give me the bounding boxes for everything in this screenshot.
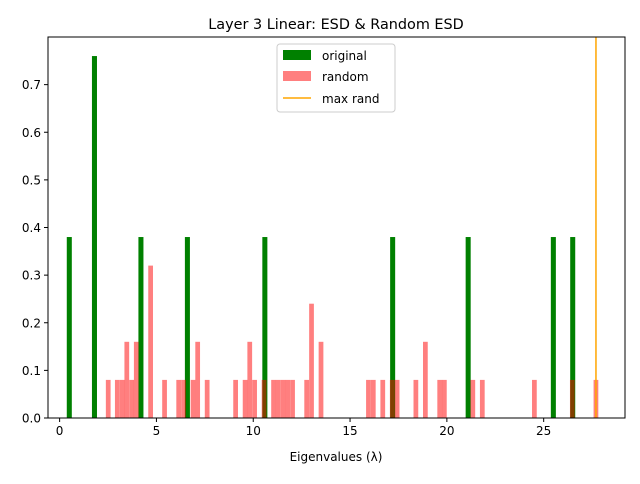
bar-random [124, 341, 130, 418]
y-tick-label: 0.6 [22, 126, 41, 140]
bar-random [204, 379, 210, 418]
bar-random [318, 341, 324, 418]
bar-random [569, 379, 575, 418]
bar-random [366, 379, 371, 418]
bar-original [184, 237, 190, 418]
bar-random [370, 379, 376, 418]
bar-random [532, 379, 537, 418]
bar-random [389, 379, 395, 418]
legend-swatch-random [283, 71, 311, 81]
bar-random [252, 379, 257, 418]
bar-random [261, 379, 267, 418]
legend-label-random: random [322, 70, 369, 84]
x-tick-label: 10 [246, 424, 261, 438]
bar-random [119, 379, 125, 418]
bars-layer [66, 56, 599, 419]
bar-random [441, 379, 447, 418]
y-tick-label: 0.0 [22, 412, 41, 426]
x-tick-label: 15 [342, 424, 357, 438]
bar-random [247, 341, 253, 418]
bar-random [437, 379, 443, 418]
bar-random [190, 379, 196, 418]
bar-original [570, 237, 576, 418]
bar-random [285, 379, 291, 418]
bar-random [133, 341, 139, 418]
bar-random [275, 379, 281, 418]
bar-random [105, 379, 111, 418]
x-tick-label: 0 [56, 424, 64, 438]
legend-label-original: original [322, 49, 367, 63]
x-axis: 0 5 10 15 20 25 [56, 418, 551, 438]
legend: original random max rand [276, 43, 396, 113]
bar-random [309, 303, 314, 418]
bar-random [413, 379, 419, 418]
bar-original [138, 237, 144, 418]
legend-frame [276, 43, 396, 113]
x-tick-label: 20 [439, 424, 454, 438]
x-tick-label: 25 [536, 424, 551, 438]
bar-random [162, 379, 167, 418]
legend-swatch-original [283, 50, 311, 60]
x-tick-label: 5 [153, 424, 161, 438]
chart-title: Layer 3 Linear: ESD & Random ESD [208, 17, 463, 33]
bar-random [233, 379, 238, 418]
bar-random [114, 379, 120, 418]
bar-random [280, 379, 286, 418]
y-tick-label: 0.2 [22, 316, 41, 330]
bar-random [394, 379, 400, 418]
bar-random [176, 379, 182, 418]
bar-random [470, 379, 476, 418]
bar-random [195, 341, 201, 418]
bar-random [423, 341, 428, 418]
bar-random [271, 379, 276, 418]
bar-original [91, 56, 97, 419]
bar-random [304, 379, 310, 418]
x-axis-label: Eigenvalues (λ) [290, 450, 383, 464]
bar-original [390, 237, 396, 418]
legend-label-max-rand: max rand [322, 92, 379, 106]
y-tick-label: 0.3 [22, 269, 41, 283]
bar-random [380, 379, 386, 418]
bar-original [550, 237, 556, 418]
y-tick-label: 0.1 [22, 364, 41, 378]
y-tick-label: 0.7 [22, 78, 41, 92]
bar-random [242, 379, 248, 418]
bar-random [181, 379, 186, 418]
bar-original [465, 237, 471, 418]
y-tick-label: 0.5 [22, 173, 41, 187]
y-tick-label: 0.4 [22, 221, 41, 235]
bar-original [262, 237, 268, 418]
y-axis: 0.0 0.1 0.2 0.3 0.4 0.5 0.6 0.7 [22, 78, 48, 426]
bar-random [479, 379, 485, 418]
bar-random [129, 379, 135, 418]
bar-original [66, 237, 72, 418]
bar-random [290, 379, 295, 418]
bar-random [148, 265, 153, 418]
